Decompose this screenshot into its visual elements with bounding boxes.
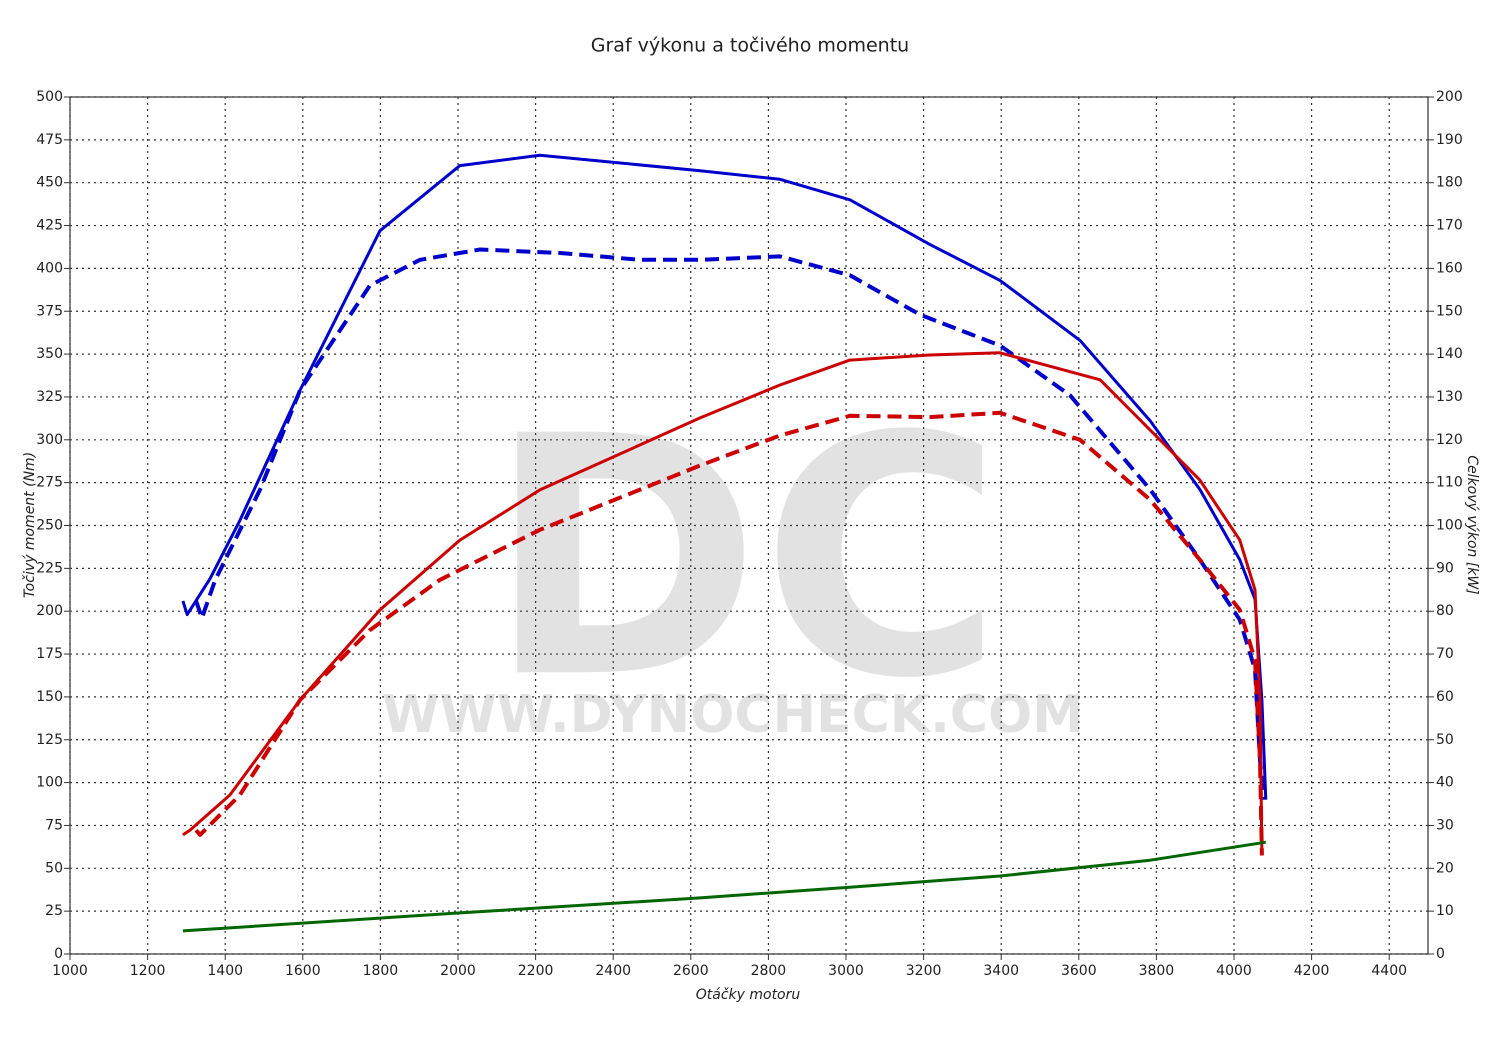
y2-tick-label: 190 (1436, 132, 1463, 148)
x-tick-label: 1800 (363, 963, 399, 979)
y2-tick-label: 0 (1436, 946, 1445, 962)
y2-tick-label: 70 (1436, 646, 1454, 662)
y-tick-label: 225 (36, 560, 63, 576)
x-tick-label: 2000 (440, 963, 476, 979)
y-tick-label: 475 (36, 132, 63, 148)
y-tick-label: 0 (54, 946, 63, 962)
y-tick-label: 75 (45, 817, 63, 833)
y2-tick-label: 90 (1436, 560, 1454, 576)
y-tick-label: 300 (36, 432, 63, 448)
x-tick-label: 1400 (207, 963, 243, 979)
y-tick-label: 275 (36, 475, 63, 491)
y-tick-label: 400 (36, 260, 63, 276)
y2-tick-label: 60 (1436, 689, 1454, 705)
y2-tick-label: 110 (1436, 475, 1463, 491)
y-tick-label: 125 (36, 732, 63, 748)
x-tick-label: 3000 (828, 963, 864, 979)
x-tick-label: 2800 (751, 963, 787, 979)
x-tick-label: 1200 (130, 963, 166, 979)
y2-tick-label: 130 (1436, 389, 1463, 405)
y2-tick-label: 140 (1436, 346, 1463, 362)
y2-tick-label: 100 (1436, 518, 1463, 534)
y2-tick-label: 180 (1436, 175, 1463, 191)
y2-tick-label: 40 (1436, 775, 1454, 791)
watermark-logo: DC (487, 366, 1003, 750)
x-tick-label: 2400 (595, 963, 631, 979)
y2-axis-label: Celkový výkon [kW] (1464, 455, 1480, 594)
y-tick-label: 150 (36, 689, 63, 705)
x-tick-label: 3800 (1139, 963, 1175, 979)
y-tick-label: 425 (36, 218, 63, 234)
y2-tick-label: 30 (1436, 817, 1454, 833)
x-tick-label: 4400 (1371, 963, 1407, 979)
y-tick-label: 350 (36, 346, 63, 362)
x-tick-label: 1600 (285, 963, 321, 979)
y-tick-label: 100 (36, 775, 63, 791)
y2-tick-label: 20 (1436, 860, 1454, 876)
y2-tick-label: 50 (1436, 732, 1454, 748)
x-tick-label: 3600 (1061, 963, 1097, 979)
x-tick-label: 2200 (518, 963, 554, 979)
y2-tick-label: 200 (1436, 89, 1463, 105)
x-axis-label: Otáčky motoru (696, 987, 801, 1003)
y2-tick-label: 80 (1436, 603, 1454, 619)
y-tick-label: 25 (45, 903, 63, 919)
chart-title: Graf výkonu a točivého momentu (591, 35, 909, 57)
y-tick-label: 500 (36, 89, 63, 105)
y2-tick-label: 150 (1436, 303, 1463, 319)
y2-tick-label: 160 (1436, 260, 1463, 276)
series-line (181, 153, 1268, 800)
x-tick-label: 1000 (52, 963, 88, 979)
watermark-url: WWW.DYNOCHECK.COM (382, 685, 1084, 745)
series-line (194, 410, 1264, 856)
series-line (194, 247, 1266, 800)
y-tick-label: 250 (36, 518, 63, 534)
x-tick-label: 4000 (1216, 963, 1252, 979)
y-tick-label: 50 (45, 860, 63, 876)
y2-tick-label: 120 (1436, 432, 1463, 448)
plot-frame (69, 96, 1429, 955)
x-tick-label: 4200 (1294, 963, 1330, 979)
y-tick-label: 175 (36, 646, 63, 662)
x-tick-label: 3400 (983, 963, 1019, 979)
y-tick-label: 450 (36, 175, 63, 191)
series-line (182, 840, 1267, 933)
y-tick-label: 375 (36, 303, 63, 319)
y-tick-label: 325 (36, 389, 63, 405)
y2-tick-label: 170 (1436, 218, 1463, 234)
y-axis-label: Točivý moment (Nm) (22, 452, 38, 598)
y-tick-label: 200 (36, 603, 63, 619)
x-tick-label: 3200 (906, 963, 942, 979)
x-tick-label: 2600 (673, 963, 709, 979)
y2-tick-label: 10 (1436, 903, 1454, 919)
